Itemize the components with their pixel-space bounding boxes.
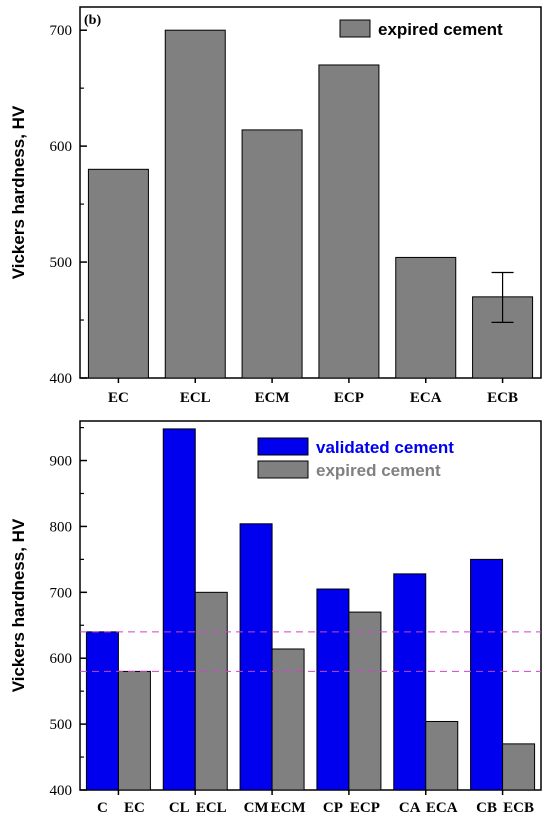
- bar-ecp: [318, 64, 380, 379]
- x-tick-label: ECM: [271, 800, 306, 816]
- bar-expired-ec: [117, 670, 151, 791]
- x-tick-label: EC: [108, 390, 129, 406]
- bar-validated-ca: [393, 573, 427, 791]
- y-tick-label: 600: [50, 139, 73, 155]
- legend-label-expired: expired cement: [378, 20, 503, 39]
- y-tick-label: 600: [50, 651, 73, 667]
- bar-ecm: [241, 129, 303, 379]
- legend-label-expired: expired cement: [316, 461, 441, 480]
- bar-expired-ecl: [194, 591, 228, 791]
- chart-bottom: 400 500 600 700 800 900 C EC CL ECL CM ECM CP ECP CA EC…: [9, 420, 542, 816]
- y-tick-label: 400: [50, 371, 73, 387]
- bar-ecl: [164, 29, 226, 379]
- x-tick-label: ECL: [180, 390, 211, 406]
- y-tick-label: 500: [50, 255, 73, 271]
- x-tick-label: ECM: [255, 390, 290, 406]
- x-tick-label: EC: [124, 800, 145, 816]
- bar-expired-eca: [425, 720, 459, 791]
- chart-top: 400 500 600 700 EC ECL ECM ECP ECA ECB Vickers har…: [9, 6, 542, 406]
- x-tick-label: CL: [169, 800, 190, 816]
- x-tick-label: CP: [323, 800, 343, 816]
- legend-swatch-validated: [257, 437, 309, 456]
- x-tick-label: ECL: [196, 800, 227, 816]
- y-tick-label: 500: [50, 717, 73, 733]
- x-tick-label: ECA: [426, 800, 458, 816]
- y-tick-label: 400: [50, 783, 73, 799]
- x-tick-label: CA: [399, 800, 421, 816]
- bar-validated-c: [85, 631, 119, 791]
- bar-validated-cm: [239, 523, 273, 791]
- legend: validated cement expired cement: [257, 437, 454, 480]
- y-axis-title: Vickers hardness, HV: [9, 105, 28, 279]
- plot-frame: [79, 420, 542, 791]
- x-tick-label: ECP: [350, 800, 380, 816]
- y-tick-label: 800: [50, 519, 73, 535]
- y-axis-title: Vickers hardness, HV: [9, 518, 28, 692]
- legend-label-validated: validated cement: [316, 438, 454, 457]
- x-tick-label: CB: [476, 800, 497, 816]
- bar-expired-ecm: [271, 648, 305, 791]
- x-tick-label: ECA: [410, 390, 442, 406]
- bar-validated-cl: [162, 428, 196, 791]
- bar-validated-cb: [470, 558, 504, 791]
- bar-ec: [87, 168, 149, 379]
- panel-label: (b): [84, 13, 101, 28]
- bar-expired-ecb: [502, 743, 536, 791]
- y-tick-label: 700: [50, 23, 73, 39]
- bar-expired-ecp: [348, 611, 382, 791]
- x-tick-label: ECB: [503, 800, 534, 816]
- error-bar-ecb: [491, 271, 514, 323]
- y-tick-label: 700: [50, 585, 73, 601]
- bar-validated-cp: [316, 588, 350, 791]
- x-tick-label: ECP: [334, 390, 364, 406]
- bar-eca: [395, 256, 457, 379]
- legend-swatch-expired: [257, 460, 309, 479]
- legend-swatch-expired: [339, 19, 371, 38]
- y-tick-label: 900: [50, 454, 73, 470]
- legend: expired cement: [339, 19, 503, 39]
- x-tick-label: C: [97, 800, 108, 816]
- plot-frame: [79, 6, 542, 379]
- x-tick-label: CM: [244, 800, 269, 816]
- x-tick-label: ECB: [487, 390, 518, 406]
